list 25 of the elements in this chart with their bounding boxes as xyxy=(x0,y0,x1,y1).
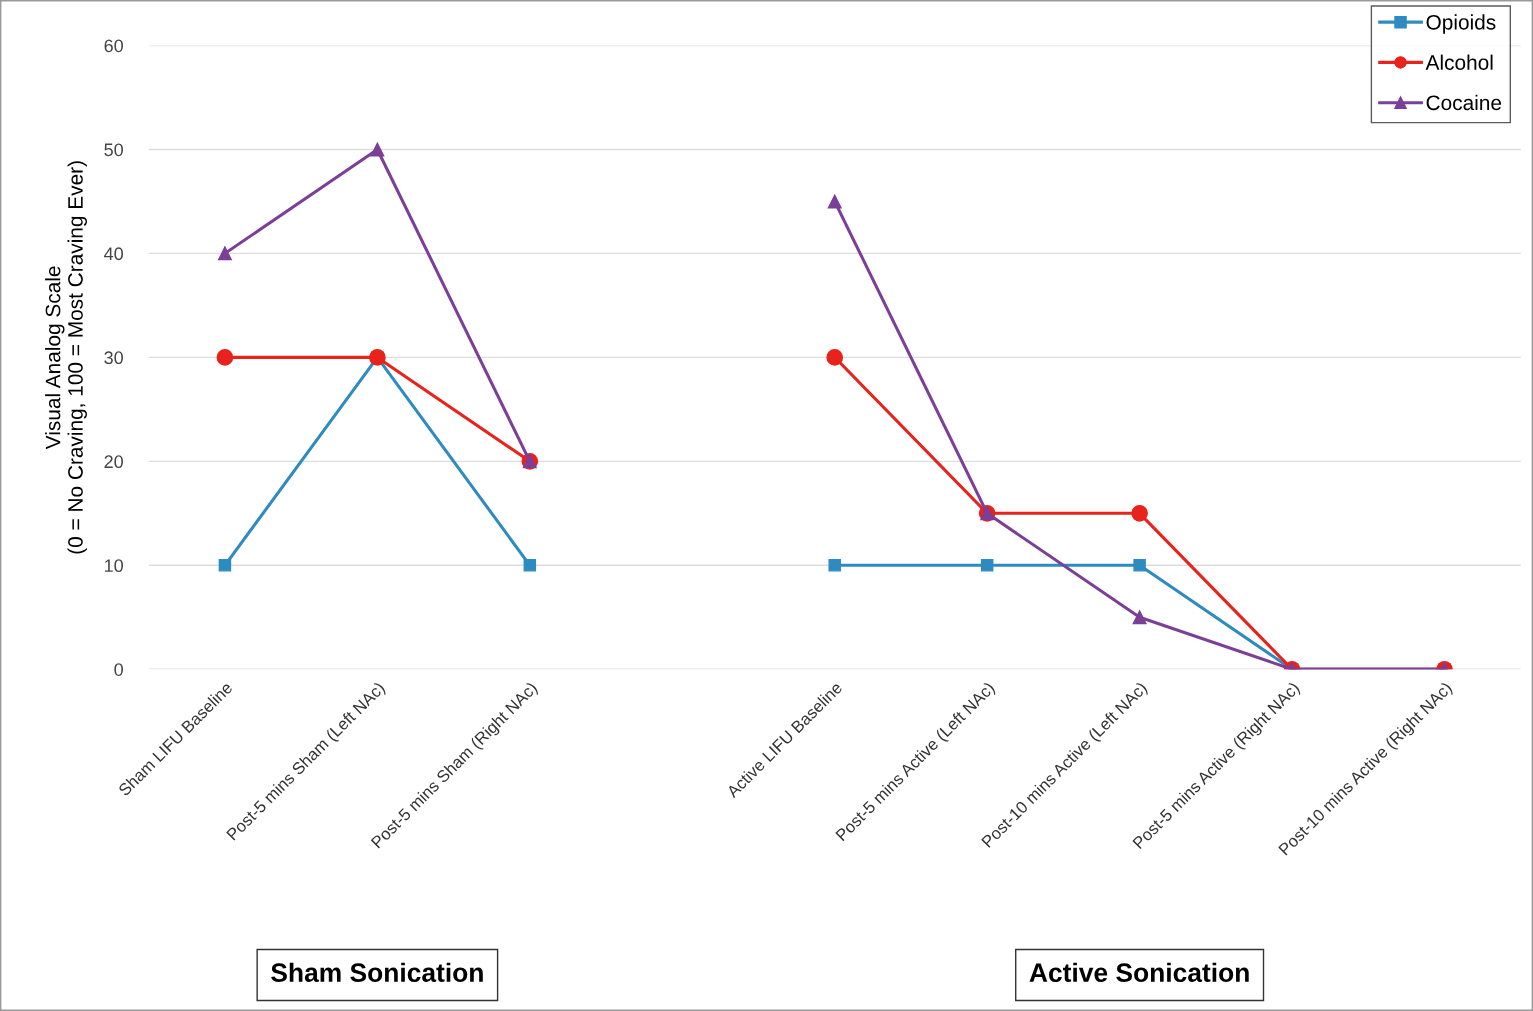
text: Active Sonication xyxy=(1029,962,1249,983)
y-tick-label: 60 xyxy=(104,39,123,53)
y-tick-label: 40 xyxy=(104,247,123,261)
y-tick-label: 10 xyxy=(105,559,123,573)
point xyxy=(217,246,232,261)
y-tick-label: 50 xyxy=(104,143,123,157)
point xyxy=(826,349,844,366)
point xyxy=(370,142,385,157)
point xyxy=(828,559,841,572)
y-tick-label: 20 xyxy=(104,455,123,469)
point xyxy=(216,349,234,366)
point xyxy=(1131,505,1148,522)
y-axis-title: Visual Analog Scale (0 = No Craving, 100 = Most Craving Ever) xyxy=(45,161,87,554)
point xyxy=(523,559,537,572)
legend-label: Opioids xyxy=(1426,14,1496,34)
legend-label: Alcohol xyxy=(1425,54,1493,70)
point xyxy=(218,559,232,572)
text: Sham Sonication xyxy=(271,962,483,983)
point xyxy=(827,194,842,209)
y-tick-label: 30 xyxy=(104,351,123,365)
point xyxy=(980,559,994,572)
legend-label: Cocaine xyxy=(1426,94,1502,111)
point xyxy=(1132,610,1147,625)
y-tick-label: 0 xyxy=(114,663,123,676)
point xyxy=(1133,559,1146,572)
